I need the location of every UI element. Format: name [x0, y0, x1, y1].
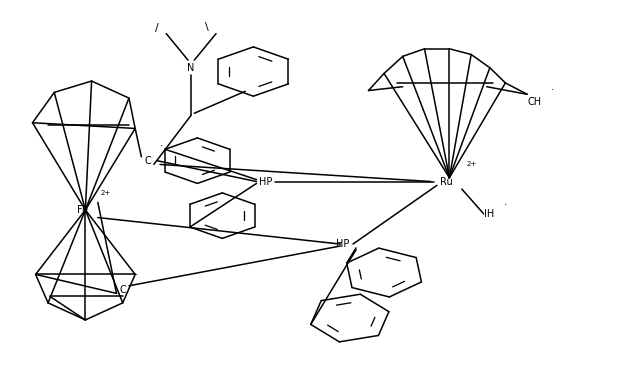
- Text: /: /: [155, 23, 159, 33]
- Text: 2+: 2+: [466, 162, 476, 167]
- Text: CH: CH: [527, 97, 541, 107]
- Text: C: C: [144, 155, 151, 166]
- Text: ·: ·: [551, 86, 554, 96]
- Text: Fe: Fe: [77, 205, 88, 215]
- Text: ·: ·: [504, 200, 507, 210]
- Text: IH: IH: [484, 209, 494, 219]
- Text: HP: HP: [336, 239, 350, 249]
- Text: ·: ·: [159, 141, 163, 151]
- Text: N: N: [188, 63, 195, 73]
- Text: Ru: Ru: [440, 176, 452, 186]
- Text: \: \: [205, 22, 209, 32]
- Text: 2+: 2+: [101, 190, 111, 196]
- Text: HP: HP: [259, 176, 272, 186]
- Text: C: C: [119, 285, 126, 295]
- Text: ·: ·: [135, 270, 138, 280]
